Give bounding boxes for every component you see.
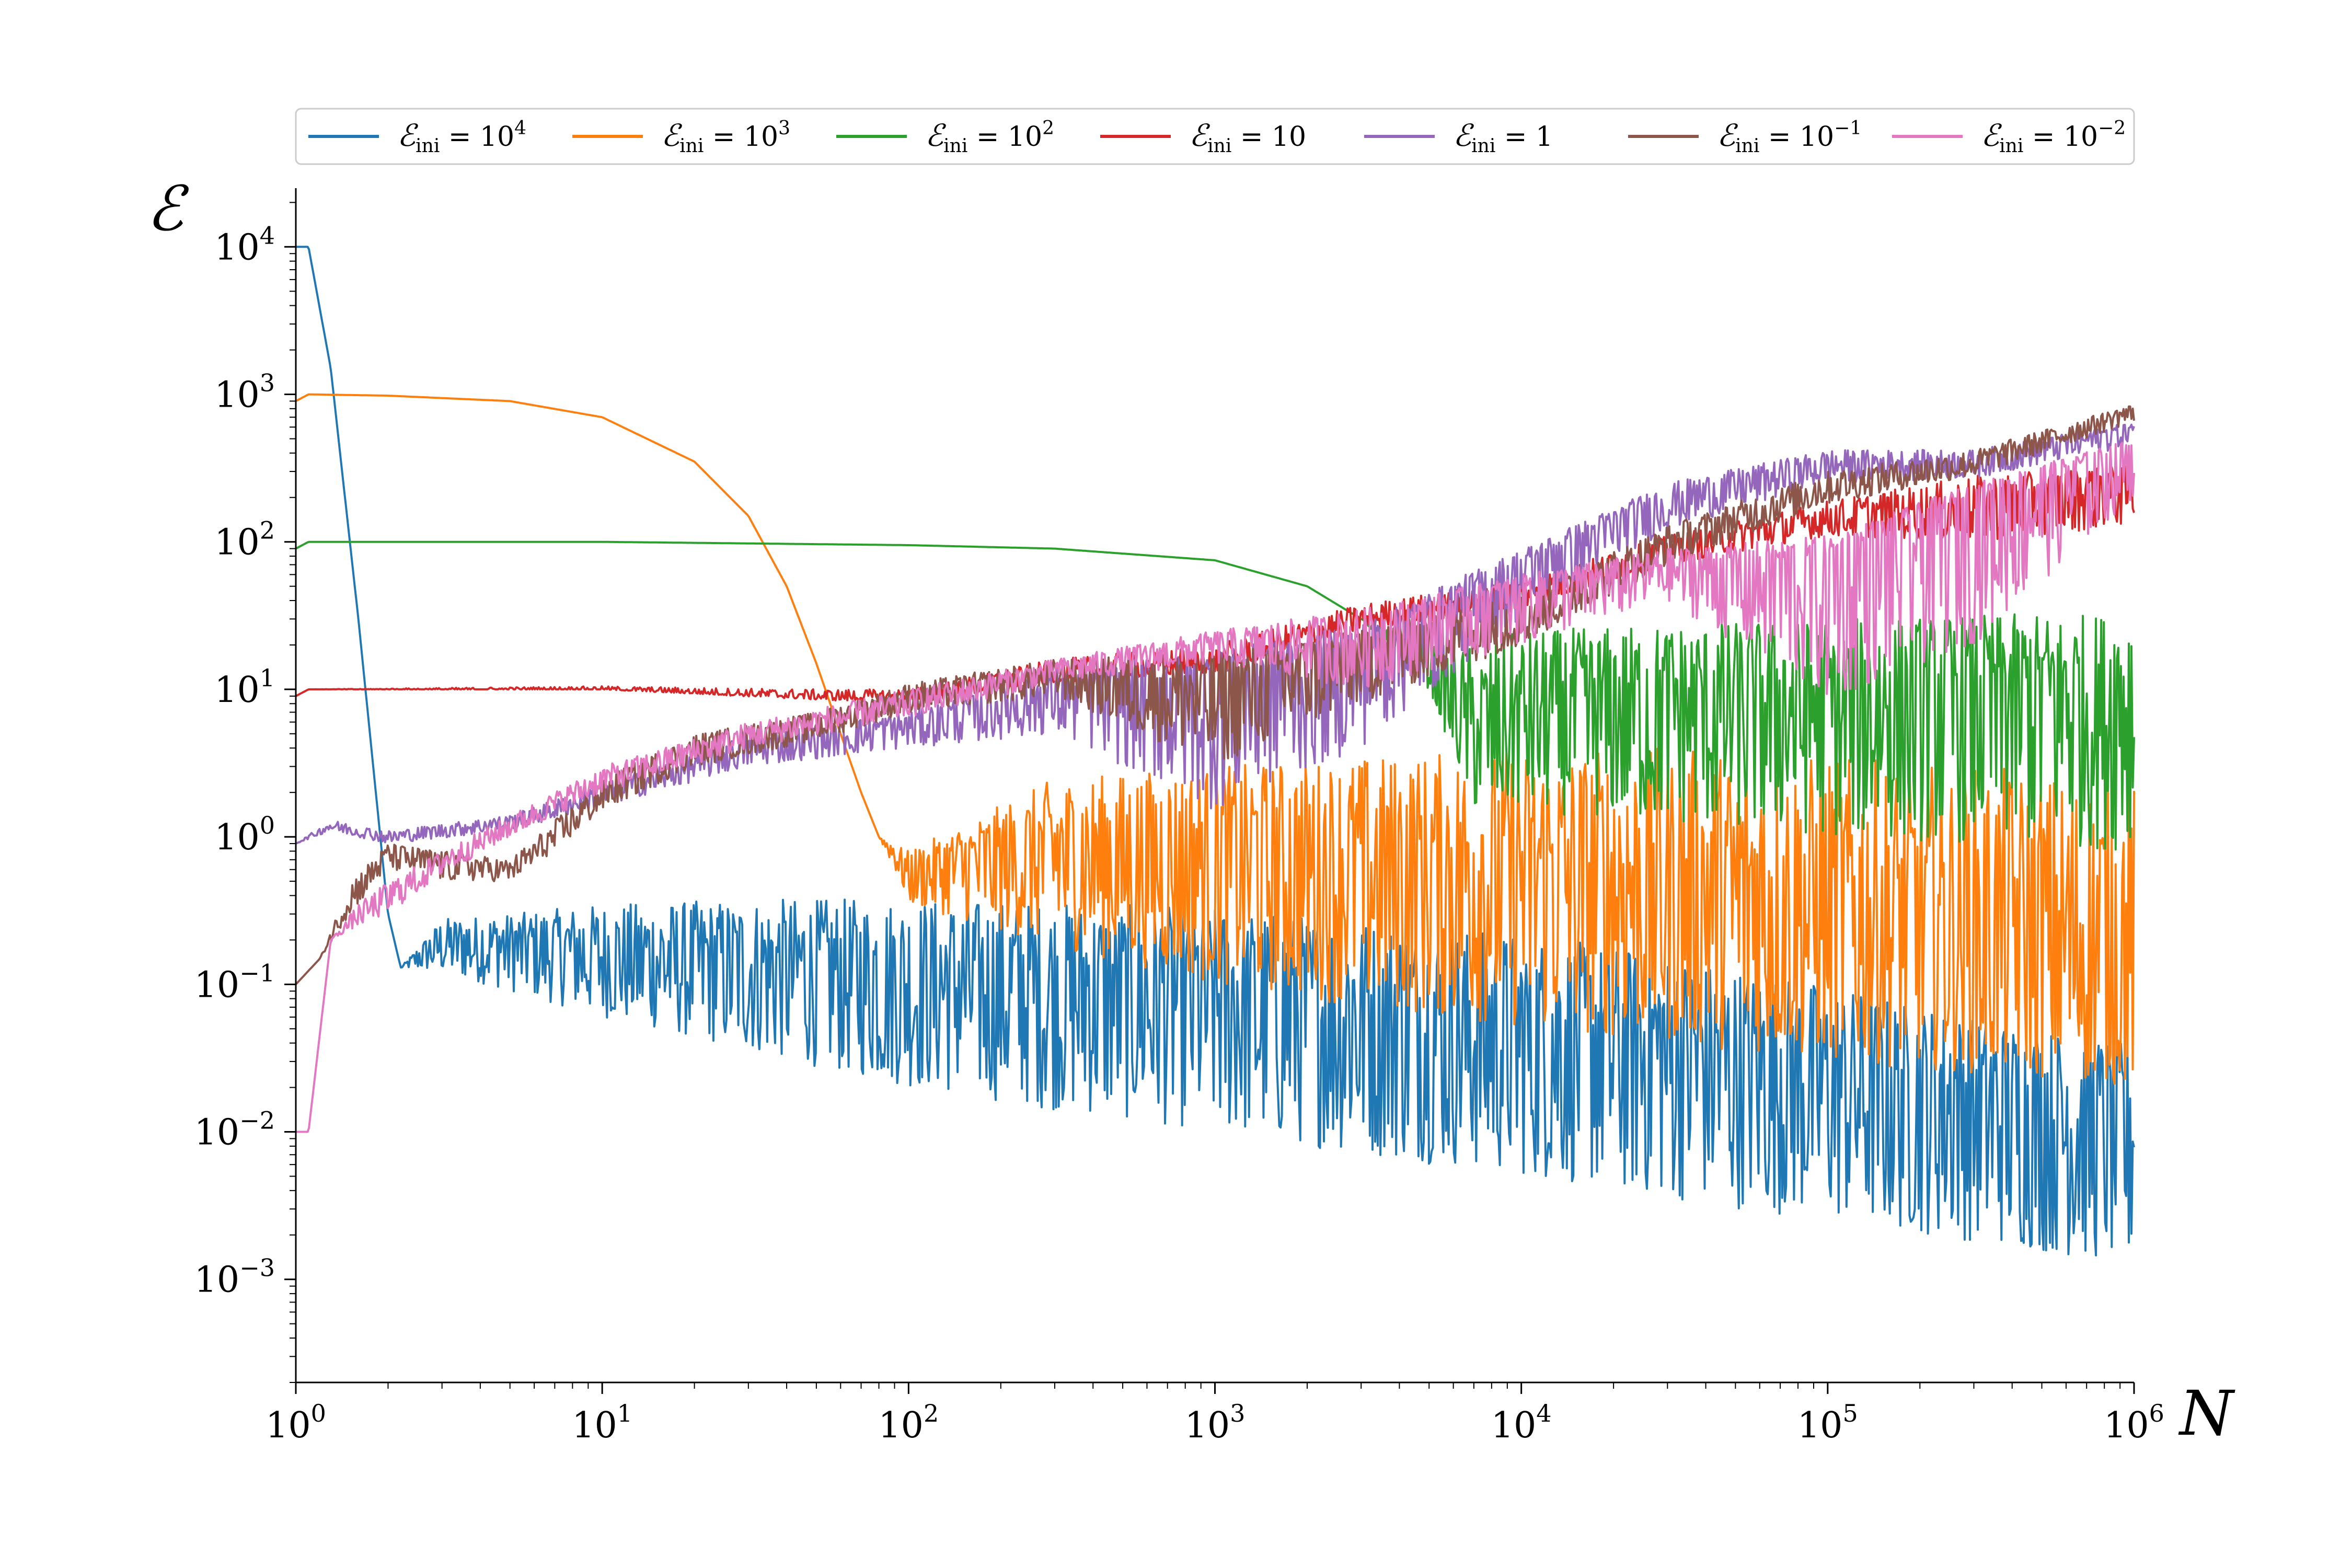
y-axis-label: ℰ xyxy=(146,172,189,245)
x-tick-label: 100 xyxy=(266,1399,326,1446)
legend: ℰini = 104 ℰini = 103 ℰini = 102 ℰini = 10 ℰ… xyxy=(295,108,2135,165)
series-line-4 xyxy=(295,465,2135,704)
x-tick-label: 105 xyxy=(1797,1399,1858,1446)
legend-label-1: ℰini = 104 xyxy=(397,118,526,157)
series-line-7 xyxy=(296,442,2135,1133)
legend-frame xyxy=(295,108,2135,165)
y-tick-label: 101 xyxy=(214,664,275,711)
x-tick-label: 106 xyxy=(2104,1399,2164,1446)
y-tick-label: 103 xyxy=(214,369,275,416)
y-tick-label: 10−1 xyxy=(194,959,275,1006)
series-line-2 xyxy=(295,393,2135,1085)
y-tick-label: 102 xyxy=(214,516,275,563)
y-tick-label: 10−2 xyxy=(194,1106,275,1154)
y-tick-label: 100 xyxy=(214,811,275,858)
x-tick-label: 101 xyxy=(572,1399,632,1446)
legend-label-6: ℰini = 10−1 xyxy=(1717,118,1862,157)
x-tick-label: 103 xyxy=(1185,1399,1246,1446)
series-layer xyxy=(295,246,2135,1256)
legend-label-4: ℰini = 10 xyxy=(1189,118,1306,157)
x-axis-label: N xyxy=(2178,1377,2235,1449)
x-tick-label: 104 xyxy=(1491,1399,1552,1446)
y-tick-label: 10−3 xyxy=(194,1254,275,1301)
legend-label-2: ℰini = 103 xyxy=(661,118,790,157)
x-tick-label: 102 xyxy=(878,1399,939,1446)
legend-label-5: ℰini = 1 xyxy=(1453,118,1553,157)
ticks: 100 101 102 103 104 105 106 104 103 102 101 100 10−1… xyxy=(194,202,2164,1446)
legend-label-3: ℰini = 102 xyxy=(925,118,1054,157)
legend-label-7: ℰini = 10−2 xyxy=(1981,118,2126,157)
y-tick-label: 104 xyxy=(214,221,275,268)
